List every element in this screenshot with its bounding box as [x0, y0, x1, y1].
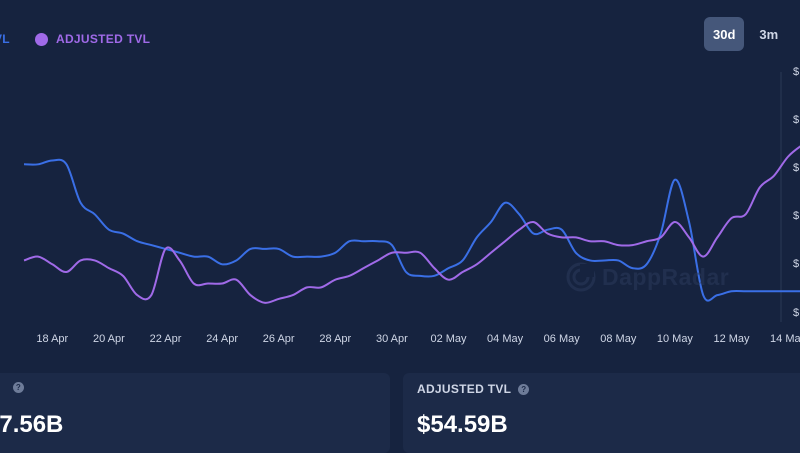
x-tick-label: 22 Apr: [150, 333, 182, 345]
y-tick-label: $: [793, 307, 799, 319]
adjusted-tvl-card-label-text: ADJUSTED TVL: [417, 382, 512, 396]
x-tick-label: 12 May: [713, 333, 750, 345]
x-tick-label: 28 Apr: [319, 333, 351, 345]
x-tick-label: 14 May: [770, 333, 800, 345]
y-tick-label: $: [793, 114, 799, 126]
tvl-card: ? 47.56B: [0, 373, 390, 453]
legend-label-tvl: VL: [0, 32, 10, 46]
dappradar-watermark: DappRadar: [566, 262, 729, 292]
legend-item-adjusted-tvl[interactable]: ADJUSTED TVL: [35, 32, 150, 46]
dappradar-logo-icon: [566, 262, 596, 292]
y-tick-labels: $ $ $ $ $ $: [793, 66, 799, 319]
series-layer: [23, 145, 800, 304]
x-tick-label: 18 Apr: [36, 333, 68, 345]
x-tick-label: 06 May: [544, 333, 581, 345]
legend-item-tvl[interactable]: VL: [0, 32, 10, 46]
adjusted-tvl-card-label: ADJUSTED TVL ?: [417, 382, 530, 396]
x-tick-label: 26 Apr: [263, 333, 295, 345]
watermark-text: DappRadar: [602, 263, 730, 290]
y-tick-label: $: [793, 258, 799, 270]
x-tick-label: 10 May: [657, 333, 694, 345]
x-tick-label: 04 May: [487, 333, 524, 345]
x-tick-label: 24 Apr: [206, 333, 238, 345]
info-icon[interactable]: ?: [518, 383, 530, 395]
tvl-chart: $ $ $ $ $ $ 18 Apr 20 Apr 22 Apr 24 Apr 26 Apr 28 …: [23, 66, 800, 345]
x-tick-label: 20 Apr: [93, 333, 125, 345]
y-tick-label: $: [793, 66, 799, 78]
adjusted-tvl-card: ADJUSTED TVL ? $54.59B: [403, 373, 800, 453]
x-tick-label: 30 Apr: [376, 333, 408, 345]
tvl-card-label: ?: [6, 382, 24, 393]
legend-label-adjusted-tvl: ADJUSTED TVL: [56, 32, 151, 46]
chart-panel: $ $ $ $ $ $ 18 Apr 20 Apr 22 Apr 24 Apr 26 Apr 28 …: [0, 17, 800, 345]
range-tab-30d[interactable]: 30d: [704, 17, 745, 51]
y-tick-label: $: [793, 162, 799, 174]
tvl-card-value: 47.56B: [0, 411, 64, 438]
adjusted-tvl-card-value: $54.59B: [417, 411, 508, 438]
x-tick-label: 02 May: [430, 333, 467, 345]
range-tabs: 30d 3m: [704, 17, 787, 51]
legend-dot-icon: [35, 32, 48, 46]
x-tick-label: 08 May: [600, 333, 637, 345]
y-tick-label: $: [793, 210, 799, 222]
x-tick-labels: 18 Apr 20 Apr 22 Apr 24 Apr 26 Apr 28 Apr 30 A…: [36, 333, 800, 345]
range-tab-3m[interactable]: 3m: [750, 17, 787, 51]
series-line-adjusted-tvl: [23, 145, 800, 304]
info-icon[interactable]: ?: [13, 382, 24, 393]
